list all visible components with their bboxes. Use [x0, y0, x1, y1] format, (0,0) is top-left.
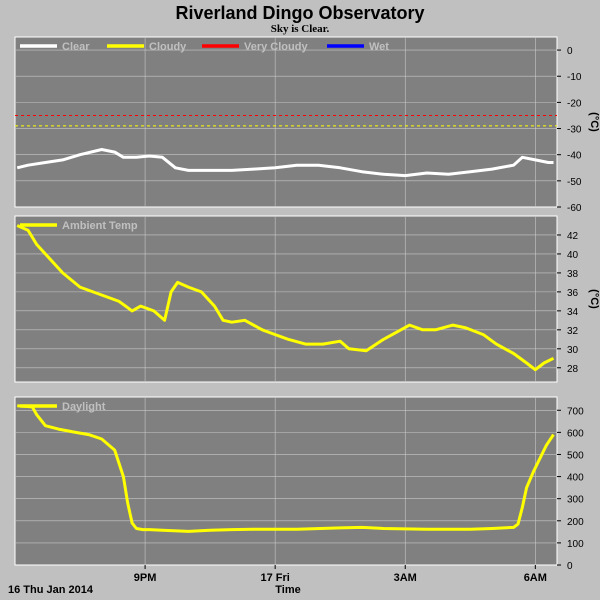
y-tick-label: -10	[567, 72, 582, 83]
y-tick-label: 32	[567, 326, 579, 337]
daylight-panel: 700 600 500 400 300 200 100 0 Daylight	[14, 396, 584, 572]
plot-area	[14, 36, 558, 208]
plot-area	[14, 396, 558, 566]
y-tick-label: 34	[567, 307, 579, 318]
legend-label: Very Cloudy	[244, 41, 308, 53]
ambient-temp-panel: 42 40 38 36 34 32 30 28 (°C) Ambient Temp	[14, 215, 600, 383]
x-tick-label: 9PM	[134, 572, 157, 584]
y-tick-label: 700	[567, 406, 584, 417]
y-tick-label: 500	[567, 450, 584, 461]
plot-area	[14, 215, 558, 383]
y-tick-label: 38	[567, 269, 579, 280]
y-tick-label: 0	[567, 561, 573, 572]
y-tick-label: 36	[567, 288, 579, 299]
y-tick-label: 30	[567, 345, 579, 356]
y-tick-label: 40	[567, 250, 579, 261]
time-axis: 9PM 17 Fri 3AM 6AM	[134, 565, 547, 584]
y-tick-label: 0	[567, 46, 573, 57]
sky-temperature-panel: 0 -10 -20 -30 -40 -50 -60 (°C) Clear Cloudy Very C…	[14, 36, 600, 214]
series-line	[17, 404, 555, 533]
y-tick-label: 400	[567, 473, 584, 484]
y-tick-label: 42	[567, 231, 579, 242]
x-tick-label: 17 Fri	[260, 572, 289, 584]
y-tick-label: -50	[567, 177, 582, 188]
series-line	[16, 148, 554, 178]
x-axis-label: Time	[275, 584, 300, 596]
series-line	[16, 224, 555, 372]
y-tick-label: -20	[567, 98, 582, 109]
legend-label: Wet	[369, 41, 389, 53]
legend-label: Cloudy	[149, 41, 187, 53]
y-tick-label: -40	[567, 151, 582, 162]
chart-title: Riverland Dingo Observatory	[175, 3, 424, 23]
y-axis-label: (°C)	[588, 289, 600, 309]
legend-label: Clear	[62, 41, 90, 53]
y-axis-label: (°C)	[588, 112, 600, 132]
chart-subtitle: Sky is Clear.	[271, 23, 330, 35]
legend-label: Daylight	[62, 401, 106, 413]
x-tick-label: 3AM	[394, 572, 417, 584]
y-tick-label: 200	[567, 517, 584, 528]
y-tick-label: 600	[567, 428, 584, 439]
y-tick-label: -60	[567, 203, 582, 214]
y-tick-label: 28	[567, 364, 579, 375]
y-tick-label: -30	[567, 125, 582, 136]
date-label: 16 Thu Jan 2014	[8, 584, 94, 596]
y-tick-label: 300	[567, 495, 584, 506]
legend-label: Ambient Temp	[62, 220, 138, 232]
x-tick-label: 6AM	[524, 572, 547, 584]
y-tick-label: 100	[567, 539, 584, 550]
